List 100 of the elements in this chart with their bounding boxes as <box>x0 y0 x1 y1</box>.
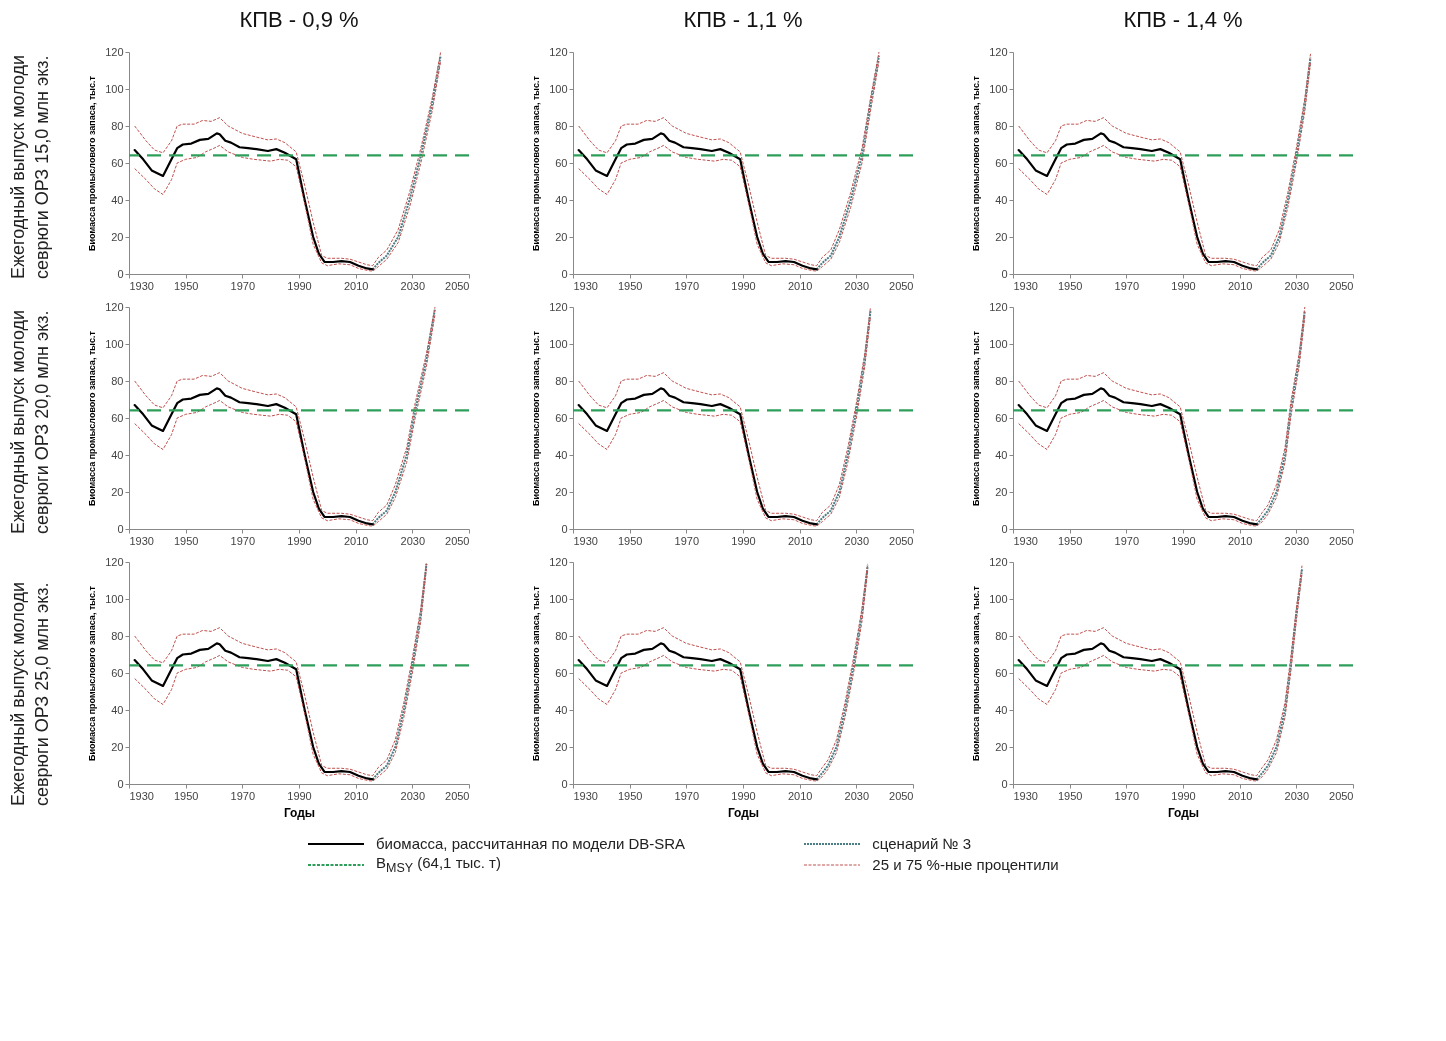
legend-label: биомасса, рассчитанная по модели DB-SRA <box>376 835 686 852</box>
x-axis-title: Годы <box>283 805 316 820</box>
y-tick-label: 120 <box>549 555 568 568</box>
legend-label: B$_{MSY}$ (64,1 тыс. т) <box>376 854 501 875</box>
x-tick-label: 2050 <box>889 534 914 547</box>
y-tick-label: 40 <box>995 193 1008 206</box>
y-tick-label: 40 <box>995 703 1008 716</box>
x-tick-label: 1950 <box>173 789 199 802</box>
x-tick-label: 1950 <box>1057 279 1083 292</box>
y-tick-label: 60 <box>111 666 124 679</box>
x-tick-label: 1970 <box>1114 279 1140 292</box>
x-tick-label: 2010 <box>1227 789 1253 802</box>
y-tick-label: 100 <box>549 592 568 605</box>
y-axis-title: Биомасса промыслового запаса, тыс.т <box>87 330 98 506</box>
x-tick-label: 2010 <box>1227 534 1253 547</box>
x-tick-label: 2030 <box>844 789 870 802</box>
x-tick-label: 1950 <box>1057 789 1083 802</box>
y-tick-label: 20 <box>995 740 1008 753</box>
y-tick-label: 60 <box>995 666 1008 679</box>
x-tick-label: 1950 <box>1057 534 1083 547</box>
y-tick-label: 40 <box>111 193 124 206</box>
x-tick-label: 1990 <box>1171 279 1196 292</box>
y-tick-label: 0 <box>117 522 124 535</box>
x-tick-label: 1970 <box>674 789 700 802</box>
x-tick-label: 2050 <box>445 534 470 547</box>
x-tick-label: 2050 <box>1329 534 1354 547</box>
x-tick-label: 2050 <box>1329 789 1354 802</box>
y-tick-label: 120 <box>989 45 1008 58</box>
y-tick-label: 80 <box>555 374 568 387</box>
y-tick-label: 0 <box>561 267 568 280</box>
y-tick-label: 100 <box>549 337 568 350</box>
y-tick-label: 60 <box>555 156 568 169</box>
y-axis-title: Биомасса промыслового запаса, тыс.т <box>87 75 98 251</box>
y-tick-label: 20 <box>555 485 568 498</box>
y-axis-title: Биомасса промыслового запаса, тыс.т <box>971 330 982 506</box>
y-tick-label: 0 <box>561 777 568 790</box>
x-tick-label: 1990 <box>731 534 756 547</box>
y-tick-label: 100 <box>105 592 124 605</box>
y-tick-label: 0 <box>1001 267 1008 280</box>
x-tick-label: 1930 <box>1013 279 1038 292</box>
y-tick-label: 40 <box>995 448 1008 461</box>
x-tick-label: 1950 <box>173 279 199 292</box>
x-tick-label: 1930 <box>573 534 598 547</box>
x-tick-label: 1950 <box>173 534 199 547</box>
text: Ежегодный выпуск молоди севрюги ОРЗ 20,0 млн экз. <box>7 308 53 537</box>
x-tick-label: 1950 <box>617 789 643 802</box>
text: Ежегодный выпуск молоди севрюги ОРЗ 15,0 млн экз. <box>7 53 53 282</box>
y-tick-label: 0 <box>1001 777 1008 790</box>
x-tick-label: 1990 <box>1171 534 1196 547</box>
x-tick-label: 1990 <box>287 789 312 802</box>
x-tick-label: 1950 <box>617 534 643 547</box>
x-tick-label: 2010 <box>343 789 369 802</box>
y-tick-label: 20 <box>111 485 124 498</box>
y-tick-label: 80 <box>111 629 124 642</box>
x-tick-label: 1970 <box>230 789 256 802</box>
y-tick-label: 80 <box>555 629 568 642</box>
x-tick-label: 2030 <box>400 789 426 802</box>
y-tick-label: 60 <box>995 411 1008 424</box>
y-tick-label: 60 <box>111 411 124 424</box>
y-tick-label: 40 <box>555 703 568 716</box>
x-tick-label: 2010 <box>787 534 813 547</box>
x-tick-label: 1970 <box>674 534 700 547</box>
y-tick-label: 20 <box>111 230 124 243</box>
y-tick-label: 80 <box>111 374 124 387</box>
y-axis-title: Биомасса промыслового запаса, тыс.т <box>531 585 542 761</box>
x-tick-label: 2050 <box>445 789 470 802</box>
y-tick-label: 60 <box>995 156 1008 169</box>
y-tick-label: 60 <box>111 156 124 169</box>
y-tick-label: 120 <box>549 300 568 313</box>
y-axis-title: Биомасса промыслового запаса, тыс.т <box>971 75 982 251</box>
y-tick-label: 80 <box>995 119 1008 132</box>
x-tick-label: 1930 <box>1013 534 1038 547</box>
x-tick-label: 1930 <box>129 789 154 802</box>
x-tick-label: 1930 <box>573 279 598 292</box>
y-tick-label: 120 <box>549 45 568 58</box>
y-tick-label: 100 <box>549 82 568 95</box>
y-axis-title: Биомасса промыслового запаса, тыс.т <box>971 585 982 761</box>
x-tick-label: 1970 <box>1114 534 1140 547</box>
chart-title: КПВ - 1,1 % <box>683 7 803 32</box>
x-tick-label: 1930 <box>129 279 154 292</box>
y-tick-label: 100 <box>105 337 124 350</box>
x-axis-title: Годы <box>1167 805 1200 820</box>
y-tick-label: 80 <box>111 119 124 132</box>
y-tick-label: 20 <box>555 740 568 753</box>
x-tick-label: 1990 <box>287 279 312 292</box>
x-tick-label: 2010 <box>787 279 813 292</box>
x-tick-label: 1990 <box>731 279 756 292</box>
y-axis-title: Биомасса промыслового запаса, тыс.т <box>531 75 542 251</box>
y-tick-label: 80 <box>995 629 1008 642</box>
x-tick-label: 2010 <box>1227 279 1253 292</box>
x-tick-label: 1930 <box>129 534 154 547</box>
x-tick-label: 2050 <box>889 279 914 292</box>
y-tick-label: 100 <box>989 592 1008 605</box>
y-tick-label: 100 <box>989 82 1008 95</box>
y-tick-label: 60 <box>555 666 568 679</box>
y-tick-label: 100 <box>105 82 124 95</box>
x-tick-label: 1930 <box>1013 789 1038 802</box>
y-tick-label: 0 <box>1001 522 1008 535</box>
legend-label: 25 и 75 %-ные процентили <box>872 856 1059 873</box>
x-tick-label: 2030 <box>1284 789 1310 802</box>
